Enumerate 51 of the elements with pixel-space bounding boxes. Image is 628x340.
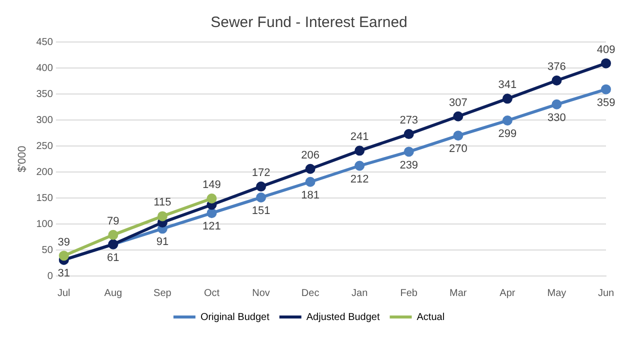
legend-label: Adjusted Budget (306, 312, 380, 323)
legend-label: Original Budget (200, 312, 270, 323)
x-tick-label: Oct (204, 288, 220, 299)
data-label: 330 (548, 112, 566, 124)
x-tick-label: Feb (400, 288, 418, 299)
y-tick-label: 100 (36, 218, 54, 230)
data-label: 376 (548, 61, 566, 74)
data-label: 273 (400, 114, 418, 127)
data-label: 307 (448, 96, 468, 109)
x-tick-label: Dec (301, 288, 320, 299)
data-label: 31 (58, 267, 70, 280)
data-label: 212 (350, 173, 369, 186)
chart-title: Sewer Fund - Interest Earned (210, 14, 408, 32)
data-label: 151 (252, 205, 270, 218)
data-label: 172 (252, 167, 270, 180)
data-label: 121 (202, 220, 221, 233)
y-tick-label: 50 (42, 244, 54, 256)
data-label: 181 (301, 189, 320, 202)
y-tick-label: 0 (47, 270, 54, 282)
data-label: 270 (448, 143, 468, 156)
data-label: 61 (107, 252, 120, 264)
data-label: 39 (58, 236, 70, 248)
data-label: 239 (400, 159, 418, 172)
y-tick-label: 250 (36, 140, 54, 152)
x-tick-label: Jul (57, 288, 70, 299)
legend-label: Actual (416, 312, 445, 323)
data-label: 91 (156, 236, 169, 248)
y-tick-label: 350 (36, 88, 54, 100)
data-label: 241 (350, 131, 369, 144)
data-label: 115 (154, 196, 172, 209)
x-tick-label: Sep (154, 288, 172, 299)
y-tick-label: 200 (36, 166, 54, 178)
x-tick-label: May (547, 288, 566, 299)
y-tick-label: 400 (36, 62, 54, 74)
data-label: 341 (498, 79, 517, 92)
x-tick-label: Jun (598, 288, 614, 299)
x-tick-label: Aug (104, 288, 122, 299)
x-tick-label: Apr (500, 288, 516, 299)
x-tick-label: Mar (450, 288, 468, 299)
data-label: 206 (301, 149, 320, 162)
y-axis-title: $'000 (16, 146, 29, 172)
data-label: 149 (202, 179, 221, 192)
y-tick-label: 300 (36, 114, 54, 126)
x-tick-label: Jan (352, 288, 368, 299)
data-label: 299 (498, 128, 517, 140)
x-tick-label: Nov (252, 288, 270, 299)
data-label: 359 (596, 96, 616, 109)
data-label: 409 (596, 44, 616, 56)
y-tick-label: 450 (36, 36, 54, 48)
y-tick-label: 150 (36, 192, 54, 204)
data-label: 79 (107, 215, 120, 228)
